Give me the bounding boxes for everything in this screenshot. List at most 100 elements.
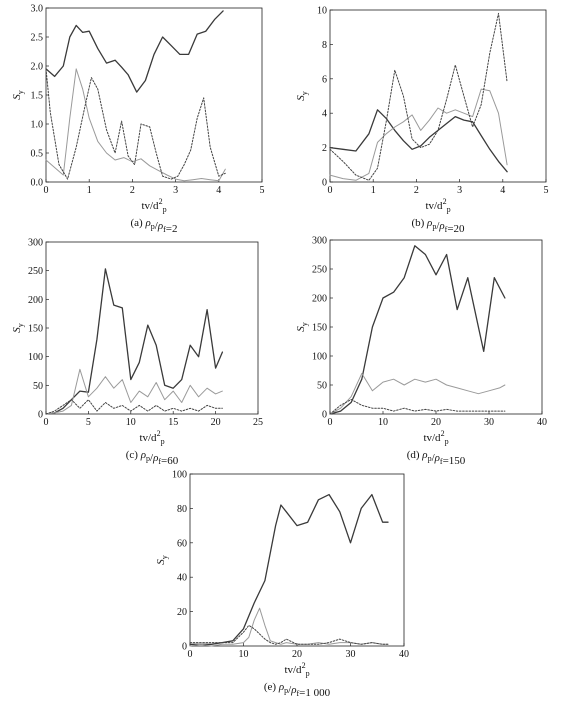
y-tick-label: 8 <box>322 40 327 51</box>
x-tick-label: 5 <box>260 185 265 196</box>
y-tick-label: 250 <box>28 266 43 277</box>
y-tick-label: 200 <box>312 294 327 305</box>
y-tick-label: 100 <box>172 470 187 481</box>
chart-panel-e: 0 10 20 30 40 0 20 40 60 80 100 Sy tv/d2p (e) ρp/ρf=1… <box>155 470 409 700</box>
x-tick-label: 20 <box>431 417 441 428</box>
x-tick-label: 1 <box>371 185 376 196</box>
y-tick-label: 3.0 <box>31 4 44 15</box>
y-tick-label: 0.0 <box>31 178 44 189</box>
x-tick-label: 2 <box>414 185 419 196</box>
y-axis-label: Sy <box>155 555 169 565</box>
x-tick-label: 40 <box>537 417 547 428</box>
x-tick-label: 4 <box>216 185 221 196</box>
series-line-solid-dark <box>45 268 224 415</box>
x-tick-label: 3 <box>173 185 178 196</box>
y-tick-label: 2.0 <box>31 62 44 73</box>
x-tick-label: 0 <box>44 417 49 428</box>
plot-frame <box>45 7 263 183</box>
series-line-solid-light <box>329 372 506 415</box>
x-tick-label: 0 <box>328 185 333 196</box>
y-tick-label: 80 <box>177 504 187 515</box>
y-tick-label: 1.5 <box>31 91 44 102</box>
series-line-dotted <box>189 624 389 645</box>
x-tick-label: 25 <box>253 417 263 428</box>
panel-caption: (c) ρp/ρf=60 <box>126 449 179 467</box>
y-tick-label: 6 <box>322 74 327 85</box>
x-tick-label: 0 <box>188 649 193 660</box>
plot-frame <box>45 241 259 415</box>
y-tick-label: 150 <box>312 323 327 334</box>
chart-panel-a: 0 1 2 3 4 5 0.0 0.5 1.0 1.5 2.0 2.5 3.0 Sy tv/d2p (a) ρ… <box>11 4 265 236</box>
series-line-solid-light <box>45 368 223 415</box>
x-tick-label: 15 <box>168 417 178 428</box>
y-tick-label: 50 <box>33 381 43 392</box>
plot-frame <box>329 239 543 415</box>
y-axis-label: Sy <box>11 323 25 333</box>
series-line-solid-dark <box>329 109 508 173</box>
chart-panel-d: 0 10 20 30 40 0 50 100 150 200 250 300 Sy tv/d2p (d) ρ… <box>295 236 547 468</box>
x-tick-label: 20 <box>211 417 221 428</box>
series-line-dotted <box>45 68 226 180</box>
x-tick-label: 0 <box>328 417 333 428</box>
x-axis-label: tv/d2p <box>139 429 164 446</box>
series-line-solid-light <box>329 88 508 181</box>
series-line-solid-dark <box>189 493 389 645</box>
x-tick-label: 3 <box>457 185 462 196</box>
series-line-dotted <box>45 399 223 415</box>
y-tick-label: 60 <box>177 538 187 549</box>
plot-frame <box>189 473 405 647</box>
panel-caption: (e) ρp/ρf=1 000 <box>264 681 331 699</box>
y-axis-label: Sy <box>11 90 25 100</box>
series-line-solid-dark <box>329 245 506 415</box>
x-tick-label: 30 <box>484 417 494 428</box>
panel-caption: (d) ρp/ρf=150 <box>407 449 466 467</box>
x-tick-label: 2 <box>130 185 135 196</box>
y-axis-label: Sy <box>295 91 309 101</box>
plot-frame <box>329 9 547 183</box>
y-tick-label: 0 <box>182 642 187 653</box>
y-tick-label: 0 <box>322 410 327 421</box>
y-tick-label: 100 <box>312 352 327 363</box>
series-line-solid-light <box>189 607 389 647</box>
y-tick-label: 4 <box>322 109 327 120</box>
chart-panel-b: 0 1 2 3 4 5 0 2 4 6 8 10 Sy tv/d2p (b) ρp/ρf=20 <box>295 6 549 236</box>
y-tick-label: 100 <box>28 352 43 363</box>
chart-panel-c: 0 5 10 15 20 25050100150200250300Sytv/d2p(c) … <box>11 238 263 468</box>
y-tick-label: 40 <box>177 573 187 584</box>
x-tick-label: 20 <box>292 649 302 660</box>
x-tick-label: 0 <box>44 185 49 196</box>
y-tick-label: 20 <box>177 607 187 618</box>
y-tick-label: 10 <box>317 6 327 17</box>
panel-caption: (b) ρp/ρf=20 <box>411 217 465 235</box>
series-line-dotted <box>329 399 506 415</box>
y-axis-label: Sy <box>295 322 309 332</box>
x-tick-label: 10 <box>239 649 249 660</box>
x-tick-label: 30 <box>346 649 356 660</box>
y-tick-label: 300 <box>312 236 327 247</box>
y-tick-label: 1.0 <box>31 120 44 131</box>
x-axis-label: tv/d2p <box>425 197 450 214</box>
y-tick-label: 2.5 <box>31 33 44 44</box>
x-axis-label: tv/d2p <box>423 429 448 446</box>
series-line-solid-light <box>45 68 226 182</box>
panel-caption: (a) ρp/ρf=2 <box>131 217 178 235</box>
x-tick-label: 4 <box>500 185 505 196</box>
series-line-solid-dark <box>45 10 224 93</box>
y-tick-label: 0 <box>322 178 327 189</box>
x-axis-label: tv/d2p <box>284 661 309 678</box>
y-tick-label: 0 <box>38 410 43 421</box>
y-tick-label: 150 <box>28 324 43 335</box>
y-tick-label: 0.5 <box>31 149 44 160</box>
y-tick-label: 2 <box>322 143 327 154</box>
x-tick-label: 40 <box>399 649 409 660</box>
x-tick-label: 1 <box>87 185 92 196</box>
x-tick-label: 10 <box>378 417 388 428</box>
x-tick-label: 5 <box>86 417 91 428</box>
x-axis-label: tv/d2p <box>141 197 166 214</box>
series-line-dotted <box>329 12 508 181</box>
y-tick-label: 300 <box>28 238 43 249</box>
x-tick-label: 10 <box>126 417 136 428</box>
y-tick-label: 250 <box>312 265 327 276</box>
x-tick-label: 5 <box>544 185 549 196</box>
